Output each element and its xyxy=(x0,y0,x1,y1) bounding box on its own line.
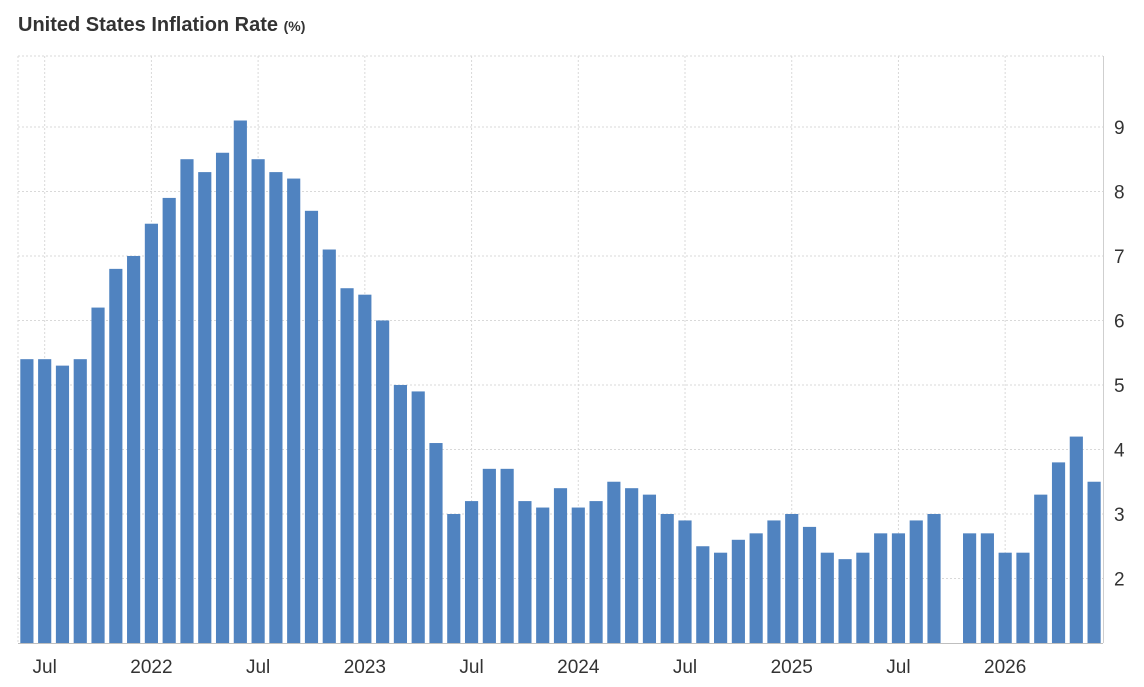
bar xyxy=(714,552,728,643)
bar xyxy=(464,501,479,643)
bars-group xyxy=(20,120,1101,644)
x-tick-label: Jul xyxy=(33,657,57,678)
y-tick-label: 6 xyxy=(1114,311,1125,332)
y-tick-labels: 2 3 4 5 6 7 8 9 xyxy=(1114,118,1125,591)
bar xyxy=(927,513,941,643)
bar xyxy=(838,559,852,643)
bar xyxy=(820,552,834,643)
bar xyxy=(553,488,568,643)
x-tick-label: 2025 xyxy=(771,657,813,678)
bar xyxy=(55,365,70,643)
bar xyxy=(731,539,745,643)
bar xyxy=(1034,494,1048,643)
bar xyxy=(251,159,265,643)
chart-title-unit: (%) xyxy=(283,18,306,34)
chart-title-text: United States Inflation Rate xyxy=(18,14,279,36)
bar xyxy=(180,159,194,643)
bar xyxy=(660,513,674,643)
x-tick-labels: Jul 2022 Jul 2023 Jul 2024 Jul 2025 Jul 2026 xyxy=(33,657,1027,678)
y-tick-label: 2 xyxy=(1114,569,1125,590)
bar xyxy=(91,307,105,643)
bar xyxy=(287,178,301,644)
bar xyxy=(109,268,123,643)
bar xyxy=(802,526,817,643)
bar xyxy=(625,488,639,643)
bar xyxy=(482,468,496,643)
bar xyxy=(376,320,390,643)
bar xyxy=(1087,481,1101,643)
bar xyxy=(678,520,692,643)
y-tick-label: 5 xyxy=(1114,376,1125,397)
bar xyxy=(127,255,141,643)
x-tick-label: Jul xyxy=(246,657,270,678)
bar xyxy=(909,520,923,643)
bar xyxy=(500,468,514,643)
axes-group xyxy=(18,56,1104,644)
x-tick-label: Jul xyxy=(886,657,910,678)
bar xyxy=(447,513,461,643)
bar xyxy=(607,481,621,643)
bar xyxy=(785,513,799,643)
bar xyxy=(198,172,212,643)
bar xyxy=(856,552,870,643)
chart-title: United States Inflation Rate (%) xyxy=(18,14,305,37)
x-tick-label: 2022 xyxy=(130,657,172,678)
bar xyxy=(767,520,781,643)
bar xyxy=(38,359,52,643)
bar xyxy=(411,391,425,643)
bar xyxy=(73,359,87,643)
y-tick-label: 3 xyxy=(1114,505,1125,526)
bar xyxy=(536,507,550,643)
bar xyxy=(642,494,657,643)
y-tick-label: 4 xyxy=(1114,440,1125,461)
bar xyxy=(20,359,34,643)
x-tick-label: 2026 xyxy=(984,657,1026,678)
bar xyxy=(571,507,585,643)
bar xyxy=(393,384,407,643)
bar xyxy=(1069,436,1083,643)
bar xyxy=(589,501,603,643)
bar xyxy=(215,152,230,643)
bar xyxy=(1051,462,1066,643)
bar xyxy=(269,172,283,643)
bar xyxy=(998,552,1012,643)
bar xyxy=(891,533,906,643)
bar xyxy=(1016,552,1030,643)
bar xyxy=(749,533,763,643)
bar xyxy=(304,210,319,644)
bar xyxy=(144,223,158,643)
x-tick-label: 2024 xyxy=(557,657,600,678)
bar xyxy=(874,533,888,643)
y-tick-label: 9 xyxy=(1114,118,1125,139)
y-tick-label: 7 xyxy=(1114,247,1125,268)
bar xyxy=(340,288,354,643)
bar xyxy=(429,443,443,643)
y-tick-label: 8 xyxy=(1114,182,1125,203)
x-tick-label: 2023 xyxy=(344,657,386,678)
bar xyxy=(518,501,532,643)
bar xyxy=(963,533,977,643)
bar xyxy=(162,197,176,643)
bar xyxy=(358,294,372,643)
bar xyxy=(233,120,247,643)
x-tick-label: Jul xyxy=(459,657,483,678)
x-tick-label: Jul xyxy=(673,657,697,678)
bar xyxy=(322,249,336,643)
bar xyxy=(696,546,710,643)
bar xyxy=(980,533,994,643)
